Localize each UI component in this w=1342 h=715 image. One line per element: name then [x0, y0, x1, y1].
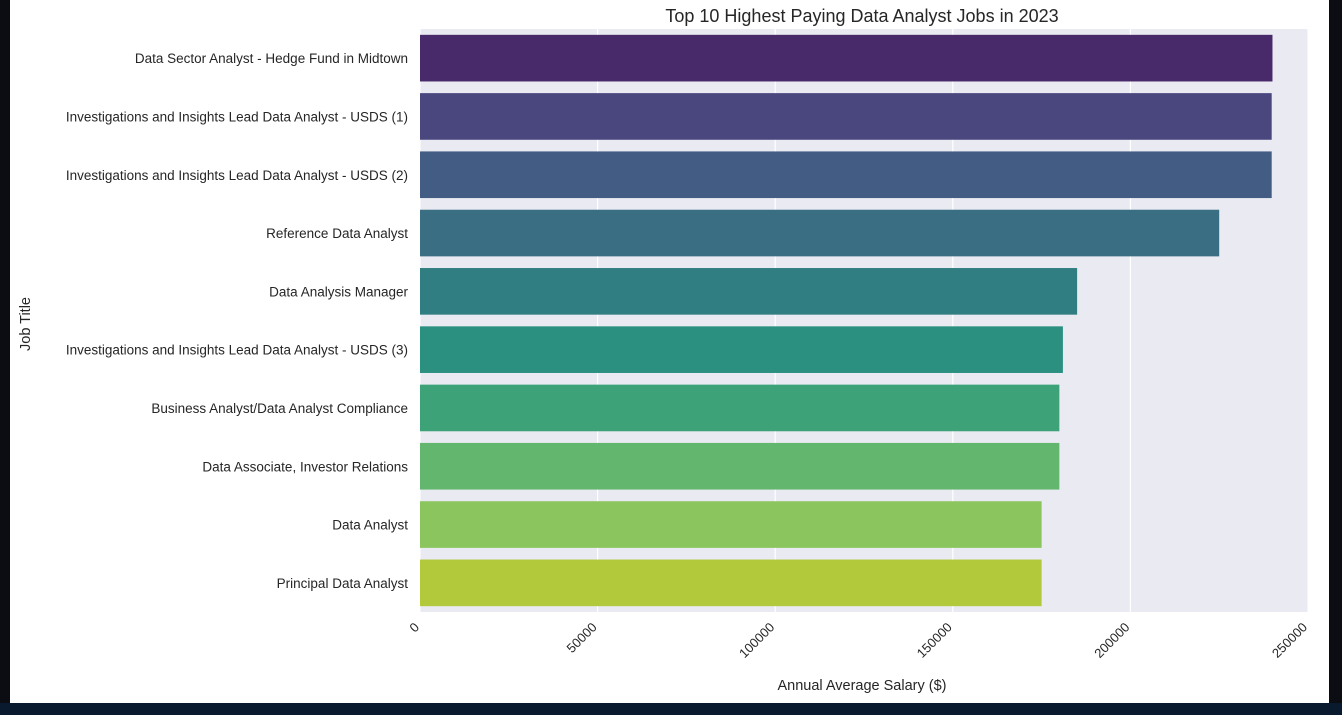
- bar: [420, 34, 1273, 82]
- chart-figure: Top 10 Highest Paying Data Analyst Jobs …: [10, 0, 1329, 703]
- bar: [420, 442, 1060, 490]
- x-tick-label: 200000: [1091, 620, 1132, 661]
- bars: [420, 34, 1273, 607]
- y-tick-label: Principal Data Analyst: [277, 576, 409, 591]
- bar: [420, 501, 1042, 548]
- chart-title: Top 10 Highest Paying Data Analyst Jobs …: [665, 6, 1058, 26]
- bar: [420, 268, 1078, 315]
- x-tick-label: 150000: [914, 620, 955, 661]
- bar: [420, 93, 1272, 140]
- bar: [420, 151, 1272, 199]
- bar: [420, 559, 1042, 607]
- y-tick-label: Business Analyst/Data Analyst Compliance: [151, 401, 408, 416]
- bar: [420, 209, 1220, 257]
- y-tick-label: Data Associate, Investor Relations: [202, 459, 408, 474]
- y-tick-label: Investigations and Insights Lead Data An…: [66, 168, 408, 183]
- x-tick-label: 0: [406, 620, 422, 636]
- y-axis-label: Job Title: [18, 297, 34, 351]
- x-tick-label: 250000: [1269, 620, 1310, 661]
- bar: [420, 384, 1060, 432]
- y-tick-label: Reference Data Analyst: [266, 226, 408, 241]
- bottom-strip: [0, 703, 1342, 715]
- x-tick-label: 100000: [736, 620, 777, 661]
- bar: [420, 326, 1063, 373]
- x-tick-label: 50000: [564, 620, 600, 656]
- x-axis-label: Annual Average Salary ($): [777, 678, 946, 694]
- y-tick-label: Data Analyst: [332, 518, 408, 533]
- y-tick-labels: Data Sector Analyst - Hedge Fund in Midt…: [66, 51, 409, 591]
- y-tick-label: Data Analysis Manager: [269, 284, 408, 299]
- y-tick-label: Investigations and Insights Lead Data An…: [66, 343, 408, 358]
- y-tick-label: Data Sector Analyst - Hedge Fund in Midt…: [135, 51, 408, 66]
- bar-chart: Top 10 Highest Paying Data Analyst Jobs …: [18, 6, 1310, 694]
- y-tick-label: Investigations and Insights Lead Data An…: [66, 109, 408, 124]
- x-tick-labels: 0 50000 100000 150000 200000 250000: [406, 620, 1310, 661]
